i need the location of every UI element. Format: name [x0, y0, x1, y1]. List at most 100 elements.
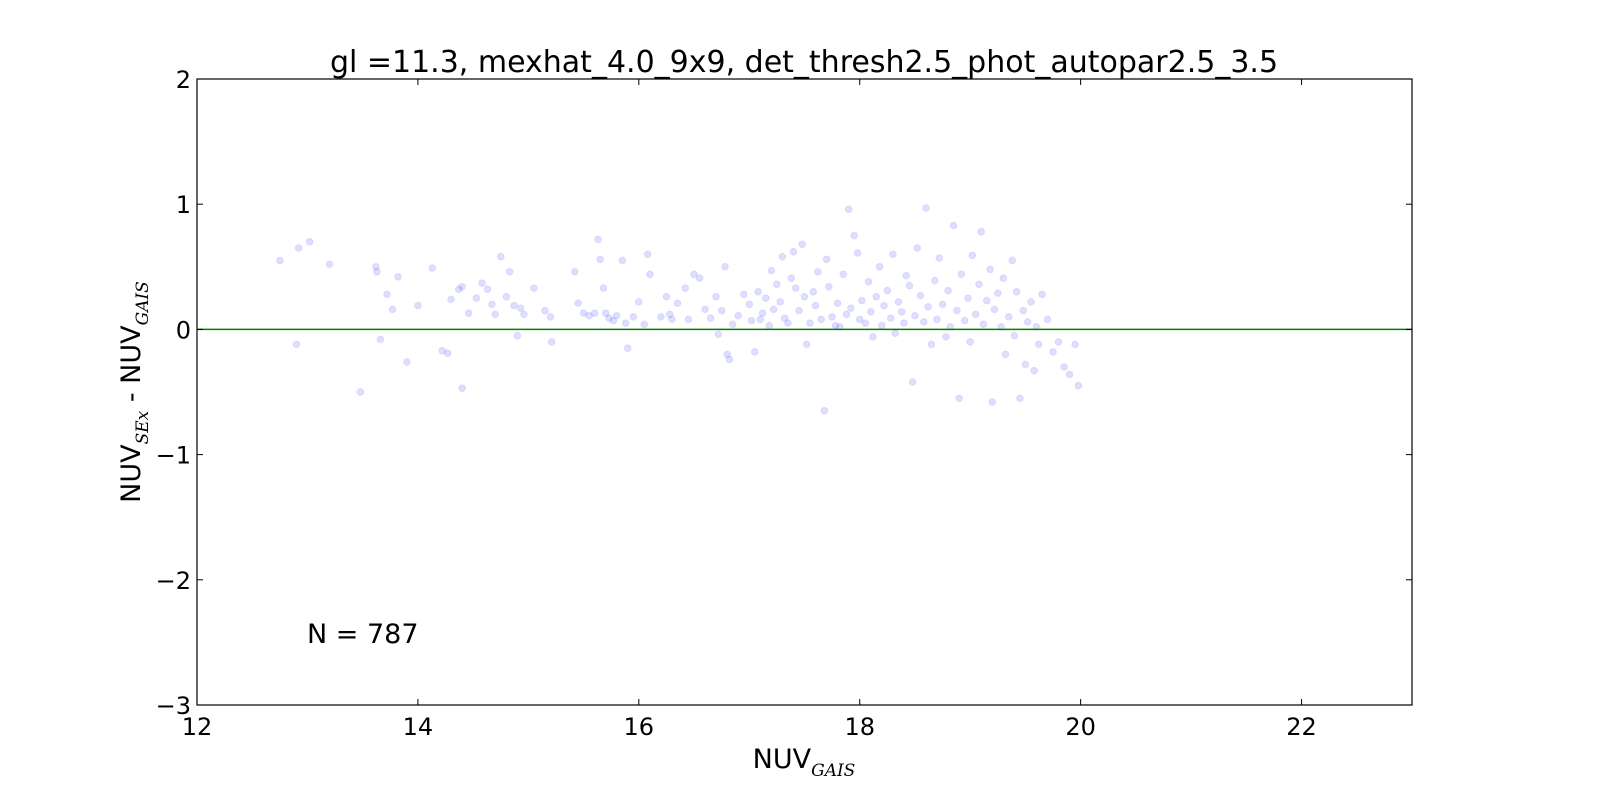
data-point [428, 264, 437, 273]
data-point [292, 340, 301, 349]
data-point [806, 319, 814, 328]
data-point [623, 344, 632, 353]
data-point [721, 262, 729, 271]
data-point [438, 346, 447, 355]
data-point [325, 260, 334, 269]
data-point [861, 319, 870, 328]
data-point [505, 267, 514, 276]
data-point [478, 279, 486, 288]
data-point [955, 394, 963, 403]
data-point [502, 292, 511, 301]
data-point [778, 252, 787, 261]
y-axis-label: NUVSEx - NUVGAIS [116, 281, 153, 503]
data-point [643, 250, 652, 259]
data-point [982, 296, 991, 305]
data-point [877, 321, 886, 330]
data-point [960, 316, 969, 325]
data-point [712, 292, 720, 301]
data-point [761, 294, 770, 303]
data-point [855, 315, 864, 324]
data-point [817, 315, 825, 324]
data-point [747, 316, 756, 325]
data-point [734, 311, 743, 320]
data-point [811, 301, 820, 310]
data-point [933, 315, 941, 324]
data-point [373, 267, 381, 276]
data-point [975, 280, 983, 289]
data-point [880, 301, 888, 310]
data-point [924, 303, 933, 311]
data-point [706, 314, 715, 323]
data-point [916, 291, 925, 300]
data-point [673, 299, 682, 308]
data-point [447, 295, 455, 304]
data-point [769, 305, 778, 314]
data-point [935, 254, 944, 262]
data-point [701, 305, 709, 314]
data-point [833, 299, 842, 308]
data-point [372, 262, 380, 271]
y-tick-label: 1 [176, 191, 191, 219]
data-point [919, 318, 928, 326]
data-point [894, 298, 903, 306]
data-point [1074, 381, 1083, 390]
data-point [590, 309, 599, 318]
data-point [968, 251, 977, 260]
data-point [403, 358, 411, 366]
data-point [997, 323, 1005, 331]
data-point [990, 305, 999, 314]
data-point [922, 204, 930, 212]
y-axis-label-main2: NUV [116, 325, 147, 384]
data-point [570, 267, 579, 276]
data-point [756, 315, 765, 324]
data-point [690, 270, 698, 279]
chart-title: gl =11.3, mexhat_4.0_9x9, det_thresh2.5_… [330, 45, 1278, 80]
data-point [621, 319, 630, 328]
data-point [294, 244, 303, 252]
data-point [869, 333, 877, 341]
data-point [657, 313, 665, 321]
data-point [516, 304, 525, 313]
x-tick-label: 12 [182, 713, 213, 741]
data-point [927, 340, 936, 349]
data-point [847, 304, 855, 313]
data-point [979, 320, 988, 329]
data-point [629, 313, 638, 321]
data-point [728, 320, 737, 329]
data-point [966, 338, 975, 346]
data-point [750, 348, 759, 356]
data-point [717, 306, 726, 315]
data-point [1054, 338, 1063, 346]
data-point [601, 309, 610, 318]
data-point [662, 292, 671, 301]
data-point [908, 378, 917, 386]
data-point [681, 284, 690, 293]
data-point [1060, 363, 1068, 371]
data-point [1016, 394, 1024, 403]
data-point [889, 250, 897, 259]
data-point [1010, 331, 1019, 340]
data-point [488, 300, 496, 309]
data-point [609, 316, 618, 325]
y-tick-label: −2 [156, 567, 191, 595]
data-point [530, 284, 538, 293]
data-point [986, 265, 994, 274]
data-point [472, 294, 481, 303]
data-point [949, 221, 958, 230]
data-point [1008, 256, 1017, 265]
data-point [665, 310, 674, 319]
data-point [634, 298, 643, 306]
data-point [886, 314, 895, 323]
data-point [1027, 298, 1035, 306]
data-point [809, 287, 818, 296]
data-point [541, 306, 549, 315]
data-point [822, 255, 831, 264]
x-axis-label: NUVGAIS [753, 744, 856, 781]
data-point [938, 300, 947, 309]
data-point [866, 308, 875, 316]
data-point [872, 292, 881, 301]
data-point [850, 231, 859, 240]
